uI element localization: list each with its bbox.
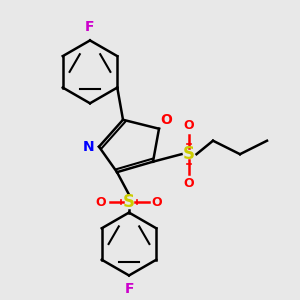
Text: O: O — [184, 119, 194, 132]
Text: O: O — [152, 196, 162, 208]
Text: O: O — [160, 113, 172, 127]
Text: N: N — [83, 140, 94, 154]
Text: F: F — [85, 20, 95, 34]
Text: F: F — [124, 282, 134, 296]
Text: S: S — [123, 193, 135, 211]
Text: S: S — [183, 145, 195, 163]
Text: O: O — [96, 196, 106, 208]
Text: O: O — [184, 177, 194, 190]
